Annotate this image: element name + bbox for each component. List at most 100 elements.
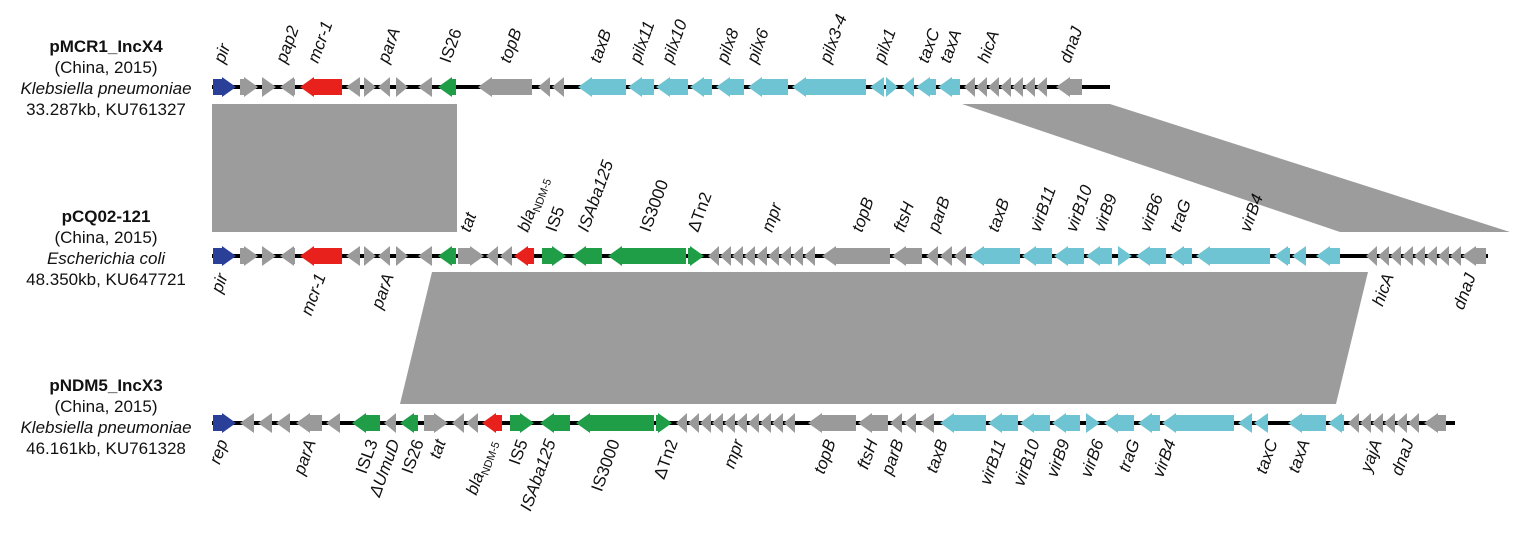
gene-label: parB — [877, 437, 907, 478]
plasmid-species: Escherichia coli — [46, 249, 166, 268]
gene-arrow — [676, 413, 687, 433]
plasmid-name: pMCR1_IncX4 — [49, 37, 163, 56]
gene-arrow — [904, 413, 916, 433]
mobile-element-arrow — [400, 413, 418, 433]
gene-arrow — [886, 77, 898, 97]
gene-label: taxB — [586, 27, 615, 65]
plasmid-origin: (China, 2015) — [54, 228, 158, 247]
gene-arrow — [964, 77, 975, 97]
gene-label: virB6 — [1077, 436, 1108, 479]
gene-arrow — [1012, 77, 1023, 97]
gene-label: pilx10 — [658, 17, 692, 67]
gene-label: IS5 — [542, 204, 569, 234]
gene-arrow — [1136, 246, 1166, 266]
transfer-gene-arrow — [970, 246, 1020, 266]
gene-arrow — [1054, 246, 1084, 266]
plasmid-origin: (China, 2015) — [54, 58, 158, 77]
gene-arrow — [716, 77, 744, 97]
gene-label: IS3000 — [636, 177, 672, 234]
gene-arrow — [892, 246, 922, 266]
gene-label: dnaJ — [1056, 24, 1087, 66]
gene-arrow — [262, 246, 276, 266]
gene-arrow — [1402, 246, 1413, 266]
gene-label: taxB — [922, 437, 951, 475]
gene-label: pap2 — [272, 23, 303, 66]
gene-label: hicA — [1369, 271, 1398, 309]
gene-label: dnaJ — [1449, 270, 1480, 312]
homology-block — [400, 272, 1368, 404]
gene-arrow — [364, 77, 376, 97]
gene-label: dnaJ — [1387, 436, 1418, 478]
gene-arrow — [552, 77, 564, 97]
transfer-gene-arrow — [940, 413, 986, 433]
mobile-element-arrow — [438, 246, 456, 266]
gene-arrow — [1366, 246, 1377, 266]
bla-gene-arrow — [514, 246, 534, 266]
gene-arrow — [1118, 246, 1132, 266]
gene-arrow — [628, 77, 654, 97]
mobile-element-arrow — [608, 246, 686, 266]
mobile-element-arrow — [542, 246, 566, 266]
gene-arrow — [744, 246, 755, 266]
gene-arrow — [792, 246, 803, 266]
bla-gene-arrow — [482, 413, 502, 433]
gene-arrow — [478, 77, 532, 97]
gene-label: topB — [848, 195, 878, 234]
gene-arrow — [1348, 413, 1359, 433]
gene-arrow — [1000, 77, 1011, 97]
gene-arrow — [954, 246, 966, 266]
homology-blocks — [212, 104, 1510, 404]
gene-arrow — [732, 246, 743, 266]
gene-arrow — [756, 246, 767, 266]
gene-label: tat — [456, 209, 481, 234]
mobile-element-arrow — [688, 246, 704, 266]
gene-label: hicA — [974, 28, 1003, 66]
gene-arrow — [258, 413, 272, 433]
gene-label: ISAba125 — [574, 157, 618, 234]
gene-label: pir — [210, 40, 235, 66]
gene-arrow — [1360, 413, 1371, 433]
gene-arrow — [1036, 77, 1047, 97]
gene-arrow — [240, 246, 258, 266]
gene-label: virB9 — [1043, 436, 1074, 479]
mobile-element-arrow — [540, 413, 570, 433]
gene-arrow — [938, 77, 960, 97]
gene-arrow — [1450, 246, 1461, 266]
gene-arrow — [384, 413, 396, 433]
gene-arrow — [822, 246, 890, 266]
gene-arrow — [346, 246, 360, 266]
gene-arrow — [700, 413, 711, 433]
gene-arrow — [792, 77, 866, 97]
gene-label: ΔTn2 — [684, 190, 716, 235]
gene-label: pilx3-4 — [816, 12, 851, 67]
gene-label: parA — [374, 25, 404, 66]
gene-arrow — [364, 246, 376, 266]
gene-arrow — [804, 246, 815, 266]
mobile-element-arrow — [576, 413, 654, 433]
gene-arrow — [1056, 77, 1082, 97]
gene-label: pilx8 — [713, 26, 743, 67]
gene-arrow — [1396, 413, 1407, 433]
plasmid-size-accession: 46.161kb, KU761328 — [26, 439, 186, 458]
mobile-element-arrow — [510, 413, 534, 433]
gene-label: mpr — [758, 199, 786, 234]
gene-arrow — [1086, 413, 1100, 433]
gene-arrow — [1162, 413, 1234, 433]
gene-label: pilx11 — [626, 18, 659, 66]
gene-label: pilx1 — [870, 26, 900, 66]
gene-arrow — [1424, 413, 1446, 433]
gene-arrow — [1254, 413, 1268, 433]
gene-arrow — [418, 246, 432, 266]
mobile-element-arrow — [438, 77, 456, 97]
gene-arrow — [1104, 413, 1134, 433]
gene-label: topB — [810, 437, 840, 476]
gene-label: virB6 — [1136, 191, 1167, 234]
gene-arrow — [1328, 413, 1344, 433]
gene-arrow — [262, 77, 276, 97]
gene-label: traG — [1115, 437, 1144, 475]
gene-arrow — [858, 413, 888, 433]
gene-arrow — [1238, 413, 1252, 433]
gene-arrow — [1408, 413, 1419, 433]
gene-arrow — [688, 413, 699, 433]
plasmid-label-2: pCQ02-121 (China, 2015) Escherichia coli… — [0, 206, 212, 290]
